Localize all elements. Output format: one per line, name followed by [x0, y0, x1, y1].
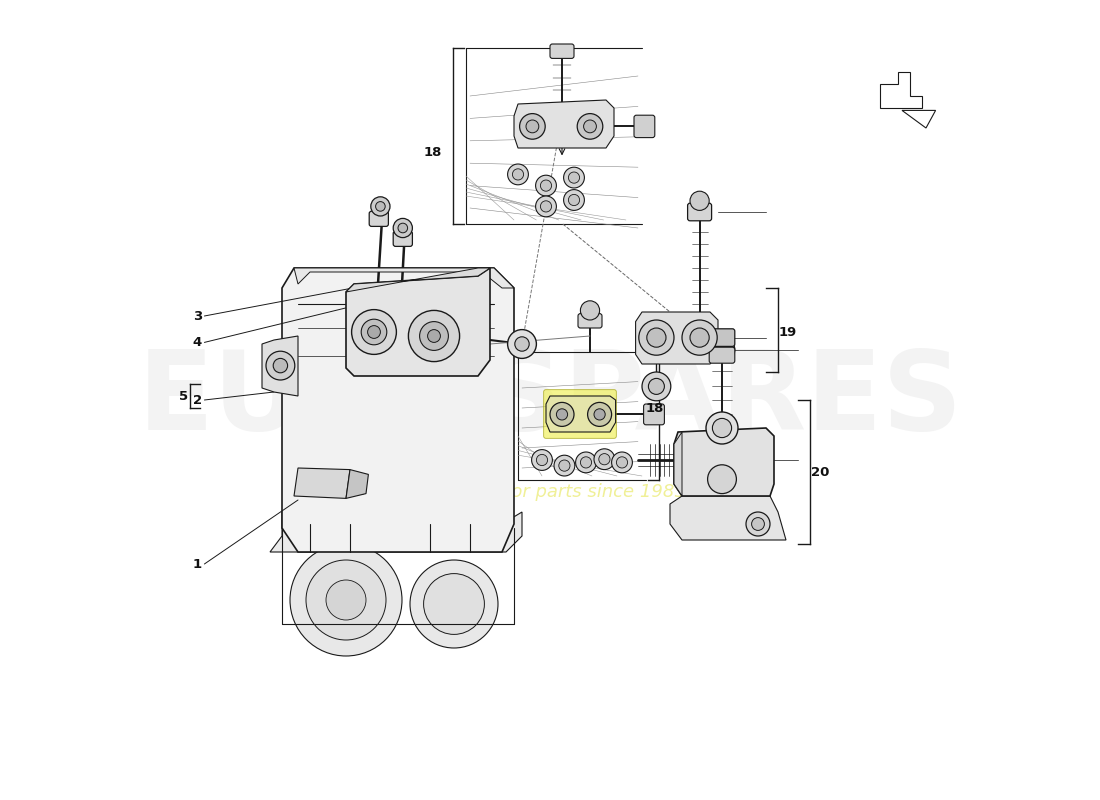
Circle shape [393, 218, 412, 238]
Circle shape [706, 412, 738, 444]
Circle shape [639, 320, 674, 355]
Circle shape [306, 560, 386, 640]
Circle shape [575, 452, 596, 473]
Circle shape [361, 319, 387, 345]
Circle shape [710, 337, 735, 362]
Circle shape [515, 337, 529, 351]
Text: 1: 1 [192, 558, 202, 570]
Circle shape [707, 465, 736, 494]
Circle shape [648, 378, 664, 394]
Text: 18: 18 [646, 402, 664, 414]
Circle shape [569, 194, 580, 206]
Circle shape [569, 172, 580, 183]
Polygon shape [346, 268, 490, 292]
Circle shape [598, 454, 611, 465]
Circle shape [647, 328, 666, 347]
Polygon shape [346, 268, 490, 376]
Text: 4: 4 [192, 336, 202, 349]
Circle shape [326, 580, 366, 620]
Text: 3: 3 [192, 310, 202, 322]
Circle shape [554, 455, 575, 476]
Circle shape [531, 450, 552, 470]
Circle shape [290, 544, 402, 656]
Circle shape [559, 460, 570, 471]
Circle shape [682, 320, 717, 355]
Polygon shape [636, 312, 718, 364]
Circle shape [563, 167, 584, 188]
Circle shape [536, 175, 557, 196]
Text: EUROSPARES: EUROSPARES [138, 346, 962, 454]
Text: 19: 19 [779, 326, 798, 338]
Circle shape [410, 560, 498, 648]
Circle shape [616, 457, 628, 468]
Circle shape [540, 180, 551, 191]
Circle shape [507, 164, 528, 185]
Circle shape [746, 512, 770, 536]
Text: 18: 18 [424, 146, 442, 158]
Polygon shape [674, 428, 774, 496]
Circle shape [550, 402, 574, 426]
FancyBboxPatch shape [550, 44, 574, 58]
Circle shape [536, 196, 557, 217]
Circle shape [352, 310, 396, 354]
Circle shape [578, 114, 603, 139]
Circle shape [398, 223, 408, 233]
Polygon shape [346, 470, 368, 498]
Circle shape [513, 169, 524, 180]
Circle shape [367, 326, 381, 338]
Polygon shape [294, 268, 514, 288]
FancyBboxPatch shape [644, 404, 664, 425]
Polygon shape [546, 396, 616, 432]
Circle shape [526, 120, 539, 133]
Polygon shape [270, 512, 522, 552]
Polygon shape [262, 336, 298, 396]
Circle shape [612, 452, 632, 473]
Circle shape [519, 114, 546, 139]
Circle shape [266, 351, 295, 380]
FancyBboxPatch shape [370, 211, 388, 226]
Circle shape [581, 457, 592, 468]
Polygon shape [294, 468, 350, 498]
Polygon shape [674, 432, 682, 496]
Circle shape [690, 191, 710, 210]
Circle shape [594, 409, 605, 420]
Text: a passion for parts since 1985: a passion for parts since 1985 [414, 483, 686, 501]
Circle shape [424, 574, 484, 634]
FancyBboxPatch shape [710, 329, 735, 346]
Polygon shape [282, 268, 514, 552]
Circle shape [408, 310, 460, 362]
Circle shape [507, 330, 537, 358]
Text: 2: 2 [192, 394, 202, 406]
Circle shape [690, 328, 710, 347]
FancyBboxPatch shape [393, 231, 412, 246]
Circle shape [713, 418, 732, 438]
Circle shape [581, 301, 600, 320]
Circle shape [375, 202, 385, 211]
FancyBboxPatch shape [710, 347, 735, 363]
Polygon shape [514, 100, 614, 148]
Circle shape [751, 518, 764, 530]
Circle shape [371, 197, 390, 216]
FancyBboxPatch shape [578, 314, 602, 328]
Circle shape [428, 330, 440, 342]
Circle shape [419, 322, 449, 350]
FancyBboxPatch shape [543, 390, 616, 438]
Circle shape [557, 409, 568, 420]
Circle shape [537, 454, 548, 466]
Circle shape [540, 201, 551, 212]
Circle shape [642, 372, 671, 401]
Circle shape [563, 190, 584, 210]
Circle shape [587, 402, 612, 426]
FancyBboxPatch shape [634, 115, 654, 138]
Circle shape [584, 120, 596, 133]
FancyBboxPatch shape [688, 203, 712, 221]
Circle shape [594, 449, 615, 470]
Circle shape [273, 358, 287, 373]
Text: 20: 20 [811, 466, 829, 478]
Text: 5: 5 [179, 390, 188, 402]
Polygon shape [670, 496, 786, 540]
